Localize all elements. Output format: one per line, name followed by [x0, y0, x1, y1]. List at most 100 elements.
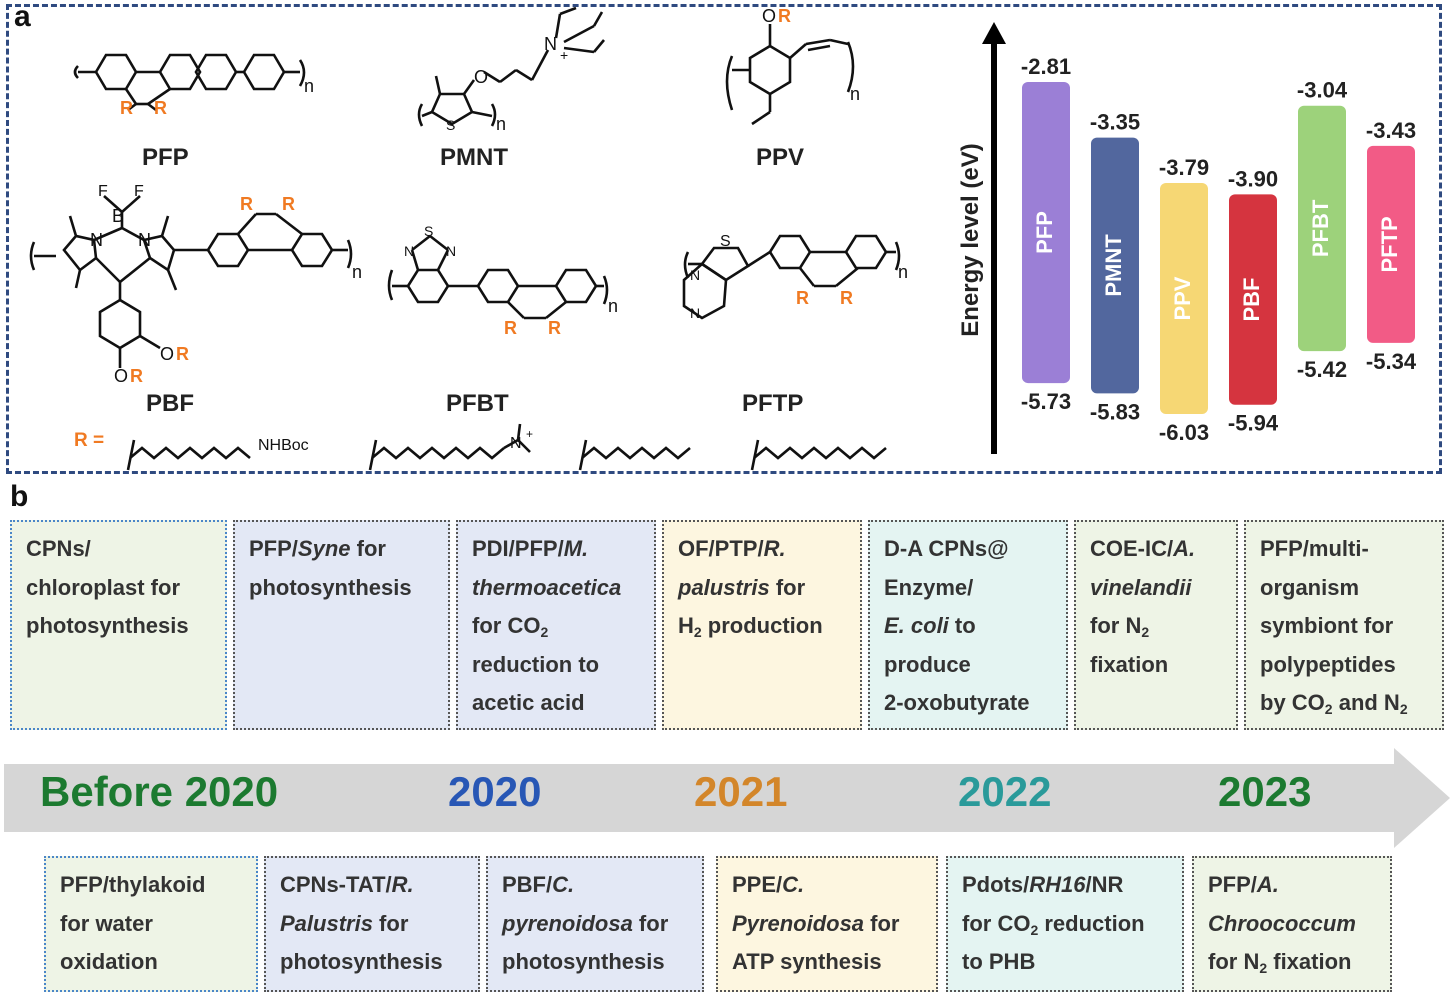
lumo-label-pbf: -3.90: [1228, 166, 1278, 191]
box-line: Pyrenoidosa for: [732, 910, 900, 936]
box-line: for N2 fixation: [1208, 949, 1352, 976]
energy-bar-pmnt: [1091, 137, 1139, 394]
svg-text:N: N: [544, 34, 557, 54]
svg-text:O: O: [160, 344, 174, 364]
box-line: for CO2: [472, 613, 549, 640]
svg-text:N: N: [90, 230, 103, 250]
svg-text:R: R: [504, 318, 517, 338]
year-2020: 2020: [448, 768, 542, 815]
energy-bar-label-pfp: PFP: [1032, 211, 1057, 254]
svg-text:+: +: [560, 47, 568, 63]
polymer-name-pfp: PFP: [142, 144, 189, 171]
box-line: OF/PTP/R.: [678, 536, 786, 561]
timeline-arrow: [4, 748, 1450, 848]
timeline-bottom-box-2: CPNs-TAT/R. Palustris for photosynthesis: [264, 856, 480, 992]
svg-text:S: S: [424, 223, 433, 239]
homo-label-pmnt: -5.83: [1090, 399, 1140, 424]
lumo-label-pftp: -3.43: [1366, 118, 1416, 143]
timeline-top-box-4: OF/PTP/R. palustris for H2 production: [662, 520, 862, 730]
svg-text:R: R: [120, 98, 133, 118]
homo-label-ppv: -6.03: [1159, 420, 1209, 445]
year-2022: 2022: [958, 768, 1052, 815]
svg-text:B: B: [112, 206, 124, 226]
svg-text:R: R: [282, 194, 295, 214]
svg-text:R: R: [840, 288, 853, 308]
timeline-top-box-5: D-A CPNs@ Enzyme/ E. coli to produce 2-o…: [868, 520, 1068, 730]
timeline-top-box-6: COE-IC/A. vinelandii for N2 fixation: [1074, 520, 1238, 730]
box-line: fixation: [1090, 651, 1169, 677]
box-line: palustris for: [678, 574, 806, 600]
box-line: chloroplast for: [26, 574, 181, 600]
svg-text:n: n: [352, 262, 362, 282]
box-line: 2-oxobutyrate: [884, 690, 1030, 715]
box-line: produce: [884, 651, 971, 677]
energy-bar-label-pftp: PFTP: [1377, 216, 1402, 272]
svg-text:O: O: [114, 366, 128, 386]
svg-text:N: N: [690, 305, 700, 321]
homo-label-pfbt: -5.42: [1297, 357, 1347, 382]
timeline-bottom-box-6: PFP/A. Chroococcum for N2 fixation: [1192, 856, 1392, 992]
box-line: photosynthesis: [249, 574, 412, 600]
pmnt-structure: O N + S n: [417, 6, 605, 134]
y-axis-label: Energy level (eV): [957, 143, 984, 336]
ppv-structure: O R n: [725, 6, 860, 126]
svg-text:n: n: [850, 84, 860, 104]
year-2023: 2023: [1218, 768, 1312, 815]
polymer-name-ppv: PPV: [756, 144, 805, 171]
svg-text:F: F: [134, 183, 144, 200]
energy-bar-pfp: [1022, 82, 1070, 384]
polymer-name-pmnt: PMNT: [440, 144, 508, 171]
svg-text:R: R: [778, 6, 791, 26]
pfp-structure: R R n: [73, 53, 314, 118]
box-line: PDI/PFP/M.: [472, 536, 589, 561]
lumo-label-pmnt: -3.35: [1090, 110, 1140, 135]
energy-bar-label-pmnt: PMNT: [1101, 234, 1126, 297]
energy-bar-pfbt: [1298, 105, 1346, 352]
energy-bar-label-pbf: PBF: [1239, 278, 1264, 322]
box-line: photosynthesis: [26, 613, 189, 638]
energy-bar-ppv: [1160, 183, 1208, 414]
svg-text:S: S: [720, 233, 731, 250]
polymer-name-pbf: PBF: [146, 390, 194, 417]
box-line: COE-IC/A.: [1090, 536, 1196, 561]
box-line: PBF/C.: [502, 872, 575, 897]
svg-text:R: R: [130, 366, 143, 386]
energy-bar-pbf: [1229, 194, 1277, 405]
box-line: oxidation: [60, 949, 158, 974]
year-before-2020: Before 2020: [40, 768, 279, 815]
box-line: for water: [60, 910, 153, 936]
energy-bar-label-ppv: PPV: [1170, 276, 1195, 320]
energy-bar-label-pfbt: PFBT: [1308, 199, 1333, 257]
svg-text:S: S: [446, 117, 455, 133]
svg-text:R: R: [154, 98, 167, 118]
box-line: acetic acid: [472, 690, 585, 715]
panel-a-frame: [6, 4, 1442, 474]
box-line: PFP/multi-: [1260, 536, 1369, 561]
timeline-top-box-7: PFP/multi- organism symbiont for polypep…: [1244, 520, 1444, 730]
svg-text:N: N: [404, 243, 414, 259]
box-line: CPNs/: [26, 536, 91, 561]
box-line: photosynthesis: [502, 949, 665, 974]
box-line: H2 production: [678, 613, 823, 640]
box-line: PFP/Syne for: [249, 536, 386, 561]
svg-text:NHBoc: NHBoc: [258, 437, 309, 454]
chemical-structures: R R n O N + S n: [0, 0, 940, 485]
box-line: E. coli to: [884, 613, 976, 638]
timeline-bottom-box-4: PPE/C. Pyrenoidosa for ATP synthesis: [716, 856, 938, 992]
energy-bar-pftp: [1367, 145, 1415, 343]
svg-text:R: R: [176, 344, 189, 364]
svg-text:N: N: [138, 230, 151, 250]
box-line: for N2: [1090, 613, 1150, 640]
svg-text:O: O: [474, 67, 488, 87]
homo-label-pbf: -5.94: [1228, 411, 1279, 436]
timeline-top-box-2: PFP/Syne for photosynthesis: [233, 520, 450, 730]
svg-text:N: N: [510, 435, 522, 452]
box-line: thermoacetica: [472, 574, 622, 600]
lumo-label-pfbt: -3.04: [1297, 78, 1348, 103]
box-line: Palustris for: [280, 910, 409, 936]
box-line: Pdots/RH16/NR: [962, 872, 1124, 897]
polymer-name-pfbt: PFBT: [446, 390, 509, 417]
box-line: Chroococcum: [1208, 910, 1356, 936]
svg-text:n: n: [608, 296, 618, 316]
box-line: Enzyme/: [884, 574, 974, 600]
